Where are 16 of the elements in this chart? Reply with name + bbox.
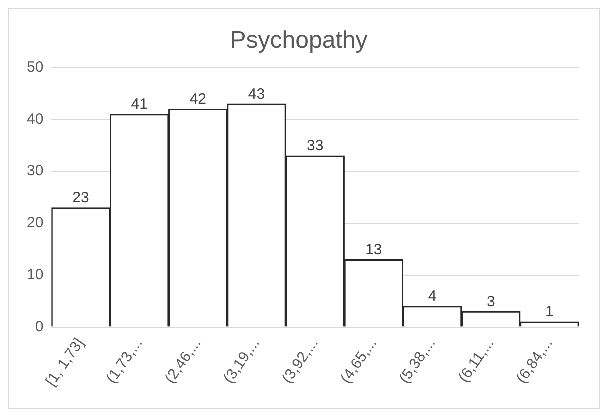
data-label: 23 <box>72 190 90 207</box>
data-label: 41 <box>131 96 148 114</box>
y-tick-label: 40 <box>26 110 44 128</box>
data-label: 42 <box>190 90 207 108</box>
chart-title: Psychopathy <box>230 27 368 54</box>
y-tick-label: 0 <box>35 318 44 336</box>
data-label: 3 <box>486 293 496 310</box>
data-label: 13 <box>366 241 382 258</box>
data-label: 4 <box>428 288 437 306</box>
y-tick-label: 10 <box>26 266 44 284</box>
y-tick-label: 30 <box>26 162 44 180</box>
y-tick-label: 20 <box>26 214 44 232</box>
data-label: 1 <box>546 304 554 321</box>
data-label: 43 <box>248 86 266 103</box>
y-tick-label: 50 <box>26 58 44 76</box>
data-label: 33 <box>307 138 324 155</box>
